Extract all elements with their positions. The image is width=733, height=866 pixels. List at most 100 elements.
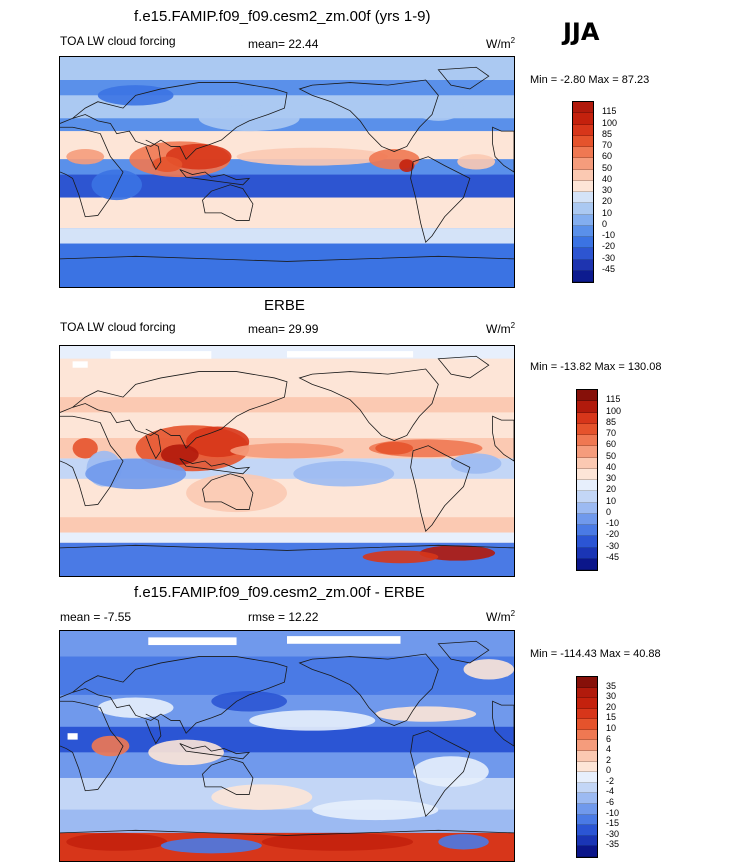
field-contour bbox=[236, 147, 388, 166]
coastline bbox=[411, 731, 470, 817]
field-band bbox=[60, 517, 514, 533]
panel-2-units: W/m2 bbox=[486, 321, 515, 336]
panel-2-variable-label: TOA LW cloud forcing bbox=[60, 320, 176, 334]
panel-1-minmax: Min = -2.80 Max = 87.23 bbox=[530, 74, 650, 86]
colorbar-box bbox=[573, 248, 593, 260]
colorbar-box bbox=[577, 446, 597, 458]
coastline bbox=[60, 127, 123, 216]
field-contour bbox=[186, 473, 287, 513]
field-band bbox=[60, 532, 514, 543]
coastline bbox=[180, 169, 249, 184]
panel-1-units: W/m2 bbox=[486, 36, 515, 51]
panel-1-mean: mean= 22.44 bbox=[248, 37, 318, 51]
colorbar-tick-label: 70 bbox=[606, 428, 617, 438]
field-contour bbox=[66, 149, 105, 165]
panel-2-units-text: W/m bbox=[486, 322, 511, 336]
panel-1-stat-label: mean= bbox=[248, 37, 286, 51]
colorbar-tick-label: -30 bbox=[602, 252, 616, 263]
colorbar-box bbox=[573, 192, 593, 204]
colorbar-box bbox=[577, 814, 597, 826]
panel-1-stat-value: 22.44 bbox=[288, 37, 319, 51]
colorbar-box bbox=[573, 180, 593, 192]
panel-3-map-svg bbox=[60, 631, 514, 861]
colorbar-box bbox=[573, 147, 593, 159]
panel-2-title: ERBE bbox=[264, 297, 305, 314]
panel-3-units-sup: 2 bbox=[510, 609, 516, 618]
colorbar-strip bbox=[576, 676, 598, 858]
coastline bbox=[300, 80, 439, 152]
field-band bbox=[60, 397, 514, 413]
panel-1-map-svg bbox=[60, 57, 514, 287]
panel-2-map bbox=[59, 345, 515, 577]
field-contour bbox=[72, 438, 98, 459]
field-band bbox=[60, 656, 514, 695]
coastline bbox=[146, 714, 161, 743]
coastline bbox=[146, 429, 161, 458]
colorbar-box bbox=[577, 698, 597, 709]
missing-data bbox=[287, 636, 401, 644]
colorbar-box bbox=[573, 158, 593, 170]
colorbar-box bbox=[573, 113, 593, 125]
panel-3-rmse: rmse = 12.22 bbox=[248, 610, 318, 624]
panel-2-units-sup: 2 bbox=[510, 321, 516, 330]
panel-3-units: W/m2 bbox=[486, 609, 515, 624]
coastline bbox=[60, 83, 287, 160]
field-contour bbox=[413, 756, 489, 787]
panel-3-title: f.e15.FAMIP.f09_f09.cesm2_zm.00f - ERBE bbox=[134, 584, 425, 601]
colorbar-tick-label: -10 bbox=[606, 518, 620, 528]
colorbar-tick-label: 50 bbox=[606, 450, 617, 461]
colorbar-box bbox=[573, 214, 593, 226]
colorbar-box bbox=[573, 203, 593, 215]
field-contour bbox=[198, 105, 300, 132]
field-contour bbox=[211, 784, 313, 810]
panel-3-colorbar: 35 30 20 15 10 6 4 2 0 -2 -4 -6 -10 -15 -30 -35 bbox=[576, 676, 656, 858]
field-band bbox=[60, 726, 514, 753]
colorbar-tick-label: -45 bbox=[602, 263, 616, 274]
colorbar-box bbox=[577, 390, 597, 402]
colorbar-box bbox=[577, 793, 597, 804]
colorbar-box bbox=[577, 677, 597, 688]
field-contour bbox=[160, 444, 199, 465]
colorbar-box bbox=[577, 435, 597, 447]
colorbar-box bbox=[573, 102, 593, 114]
colorbar-tick-label: 85 bbox=[602, 128, 613, 139]
panel-3-minmax: Min = -114.43 Max = 40.88 bbox=[530, 648, 661, 660]
colorbar-box bbox=[573, 169, 593, 181]
coastline bbox=[60, 657, 287, 734]
colorbar-box bbox=[577, 480, 597, 492]
field-band bbox=[60, 57, 514, 80]
panel-3-mean-label: mean = -7.55 bbox=[60, 610, 132, 624]
coastline bbox=[300, 369, 439, 441]
colorbar-box bbox=[577, 502, 597, 514]
panel-2-stat-value: 29.99 bbox=[288, 322, 319, 336]
coastline bbox=[438, 641, 488, 663]
colorbar-tick-label: 10 bbox=[606, 495, 617, 506]
field-contour bbox=[312, 799, 439, 821]
colorbar-box bbox=[577, 740, 597, 752]
colorbar-tick-label: 40 bbox=[606, 461, 617, 472]
field-contour bbox=[249, 710, 376, 731]
colorbar-tick-label: 30 bbox=[602, 185, 613, 195]
colorbar-tick-label: 115 bbox=[606, 394, 621, 405]
coastline bbox=[180, 458, 249, 473]
panel-1-variable-label: TOA LW cloud forcing bbox=[60, 34, 176, 48]
panel-2-mean: mean= 29.99 bbox=[248, 322, 318, 336]
field-band bbox=[60, 243, 514, 287]
coastline bbox=[60, 701, 123, 790]
colorbar-tick-label: 20 bbox=[602, 196, 613, 207]
colorbar-tick-label: 15 bbox=[606, 712, 617, 723]
colorbar-tick-label: 35 bbox=[606, 680, 617, 691]
panel-1-title: f.e15.FAMIP.f09_f09.cesm2_zm.00f (yrs 1-… bbox=[134, 8, 431, 25]
colorbar-tick-label: -20 bbox=[602, 241, 616, 252]
field-contour bbox=[413, 95, 464, 121]
coastline bbox=[203, 185, 253, 221]
colorbar-box bbox=[573, 237, 593, 249]
colorbar-tick-label: 70 bbox=[602, 140, 613, 150]
colorbar-tick-label: 0 bbox=[606, 506, 612, 517]
colorbar-tick-label: -35 bbox=[606, 839, 620, 850]
colorbar-box bbox=[577, 772, 597, 783]
field-band bbox=[60, 174, 514, 198]
field-contour bbox=[463, 659, 514, 680]
colorbar-box bbox=[577, 457, 597, 469]
colorbar-tick-label: 30 bbox=[606, 691, 617, 702]
